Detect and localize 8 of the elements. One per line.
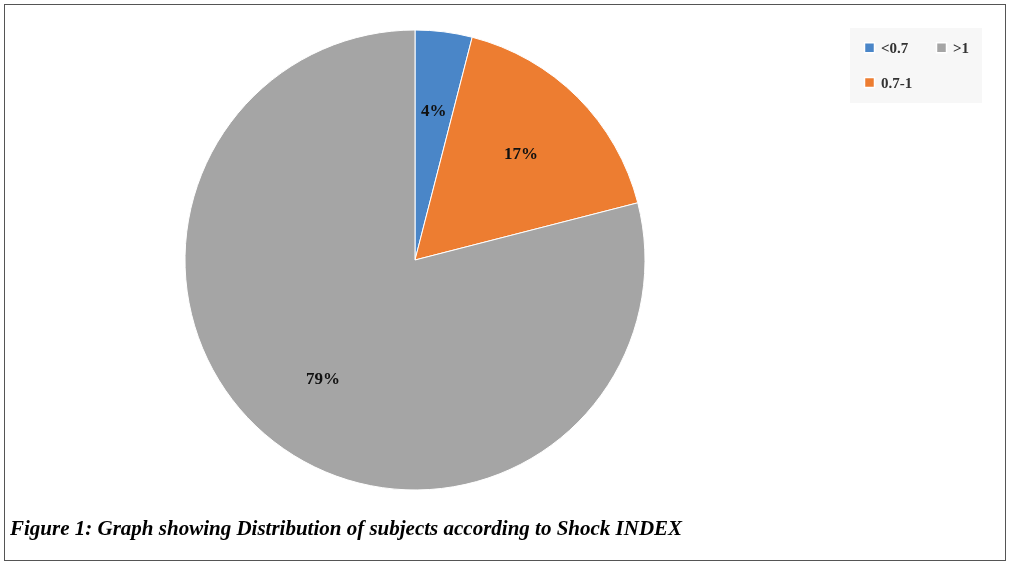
- legend-label: <0.7: [881, 39, 909, 56]
- data-label: 4%: [421, 101, 447, 121]
- legend-label: 0.7-1: [881, 74, 913, 91]
- caption: Figure 1: Graph showing Distribution of subjects according to Shock INDEX: [9, 516, 684, 540]
- pie-slice: [184, 29, 646, 491]
- data-label: 17%: [504, 143, 539, 163]
- data-label: 79%: [306, 368, 341, 388]
- legend-label: >1: [953, 39, 970, 56]
